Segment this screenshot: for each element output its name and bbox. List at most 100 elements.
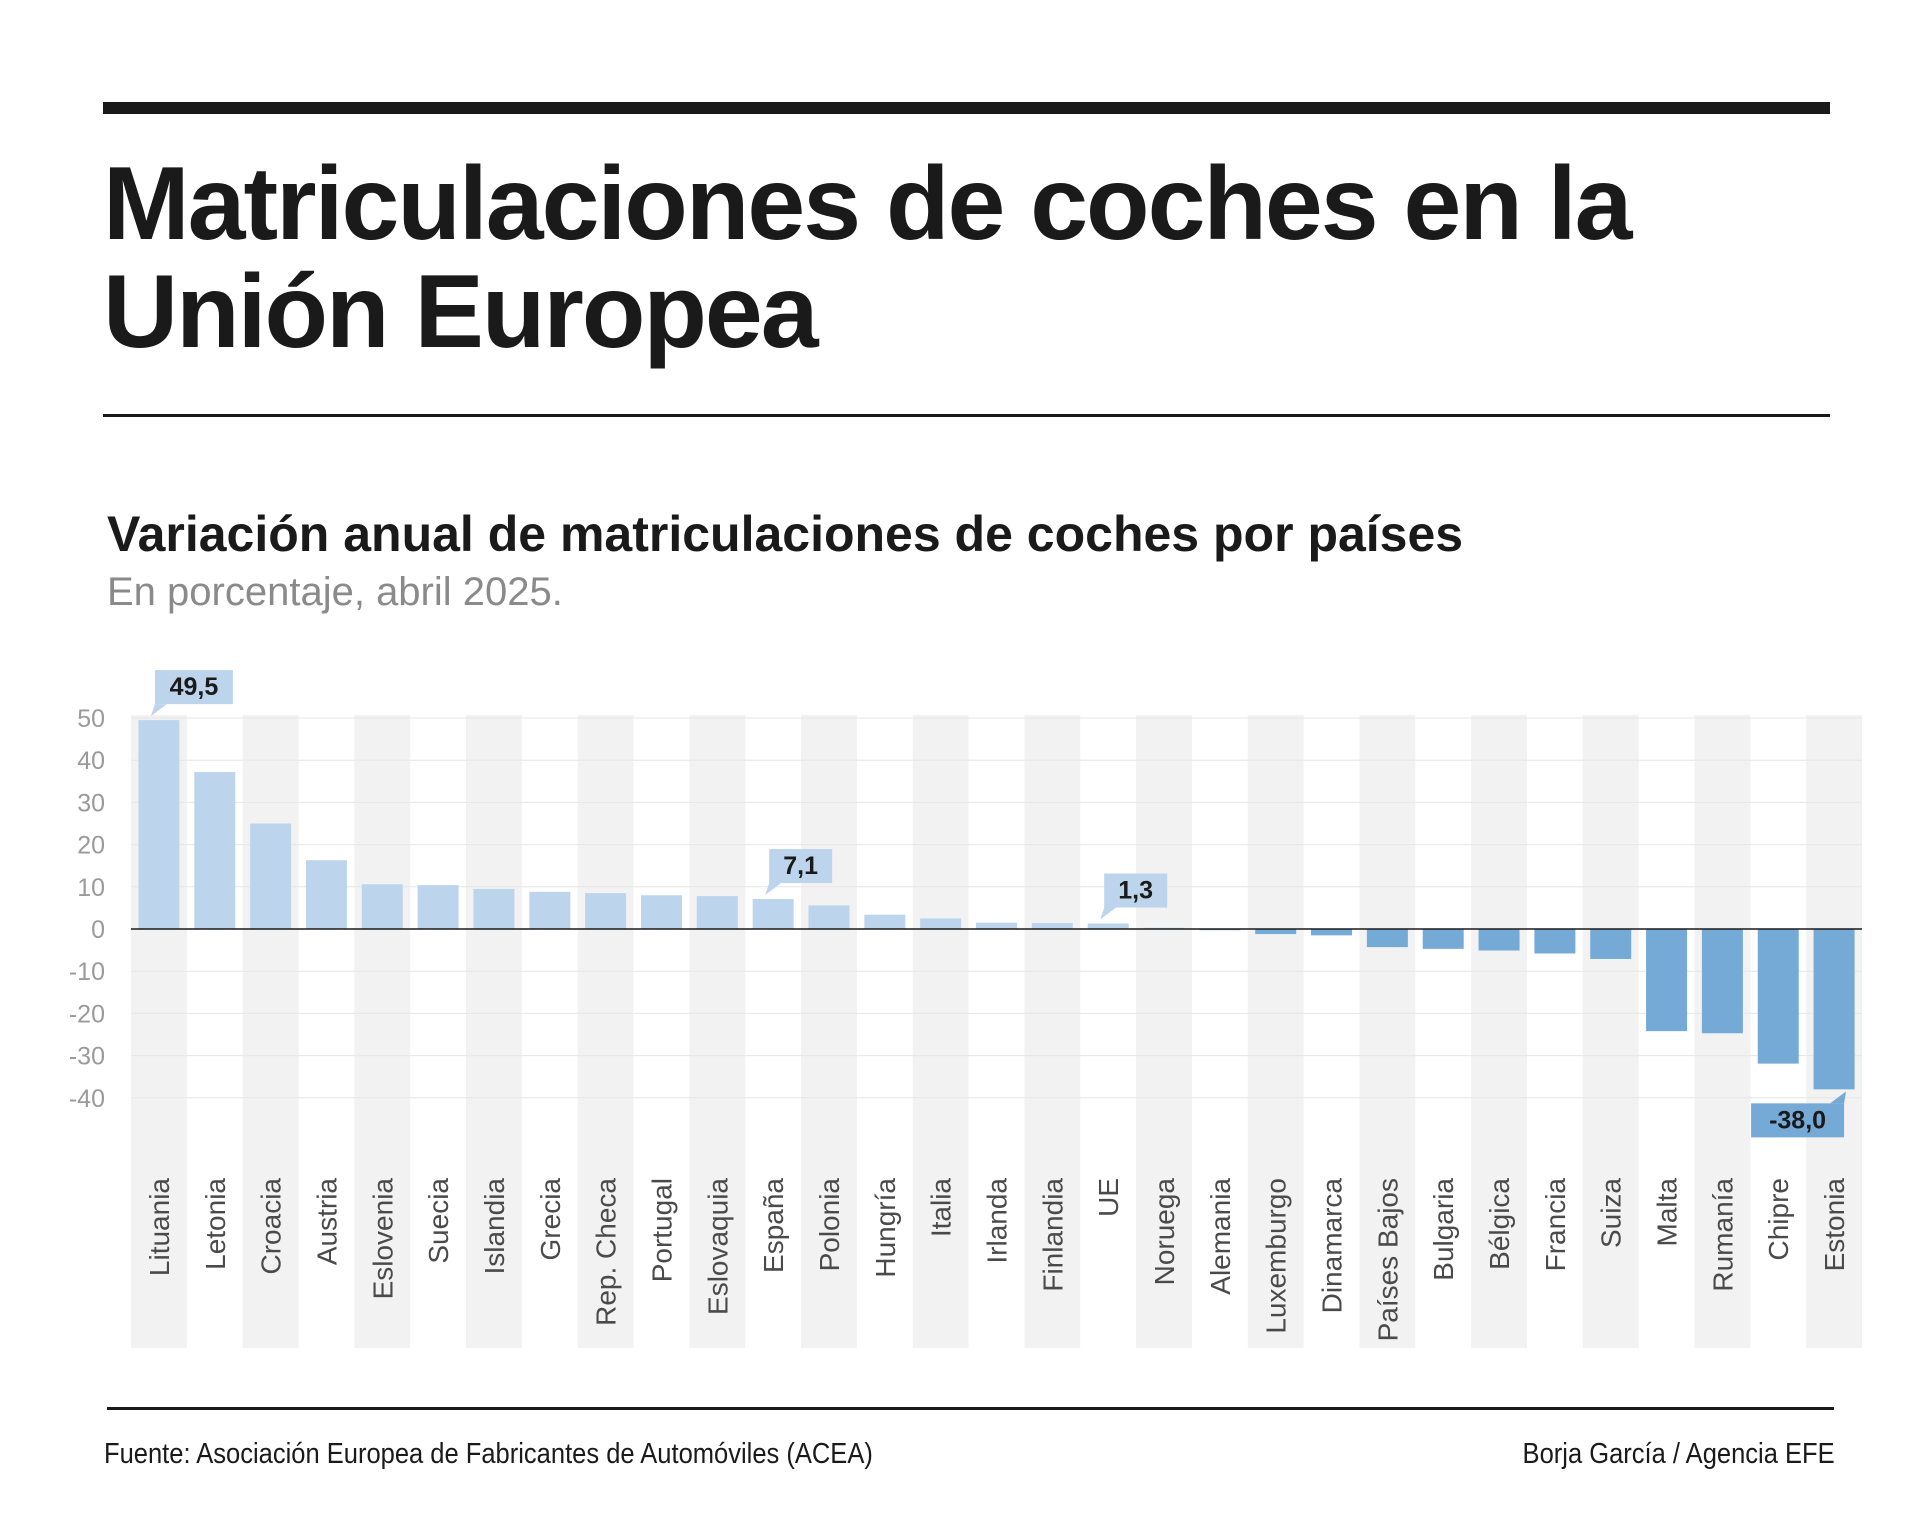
column-stripe [1471,715,1527,1348]
page-title: Matriculaciones de coches en la Unión Eu… [103,146,1633,370]
footer-rule [107,1407,1834,1410]
bar-suecia [417,885,459,929]
x-axis-label: Bélgica [1484,1178,1515,1270]
bar-islandia [473,888,515,929]
bar-países-bajos [1366,929,1408,948]
column-stripe [242,715,299,1348]
x-axis-label: Hungría [870,1178,901,1278]
x-axis-label: Lituania [144,1178,175,1277]
callout-ue: 1,3 [1100,873,1168,920]
bar-croacia [250,823,292,929]
value-callouts: 49,5 7,1 1,3 -38,0 [150,670,1847,1138]
y-tick-label: 0 [91,916,105,944]
x-axis-label: Noruega [1149,1178,1180,1286]
x-axis-label: Letonia [200,1178,231,1270]
x-axis-label: Países Bajos [1372,1178,1403,1341]
x-axis-labels: Lituania Letonia Croacia Austria Eslovenia Su… [144,1178,1850,1342]
column-stripe [1136,715,1192,1348]
y-tick-label: 20 [77,832,105,860]
x-axis-label: Islandia [479,1178,510,1275]
chart-title: Variación anual de matriculaciones de co… [107,506,1464,562]
callout-value-label: 7,1 [783,852,818,880]
x-axis-label: Suecia [423,1178,454,1264]
callout-pointer [1100,907,1117,920]
top-rule [103,102,1830,114]
y-tick-label: 50 [77,705,105,733]
x-axis-label: Rep. Checa [591,1178,622,1326]
bar-irlanda [976,922,1017,929]
x-axis-label: Italia [926,1178,957,1238]
callout-pointer [150,704,167,717]
y-tick-label: -30 [69,1043,105,1071]
x-axis-label: Chipre [1763,1178,1794,1260]
bar-portugal [640,895,682,929]
bar-estonia [1813,929,1855,1090]
bar-chipre [1757,929,1799,1064]
bar-hungría [864,914,906,929]
x-axis-label: Austria [311,1178,342,1266]
callout-box [769,849,833,884]
column-stripes [131,715,1862,1348]
bar-españa [752,899,794,929]
x-axis-label: Francia [1540,1178,1571,1272]
callout-box [154,670,233,705]
y-tick-label: -40 [69,1085,105,1113]
x-axis-label: Malta [1652,1178,1683,1247]
x-axis-label: Irlanda [982,1178,1013,1264]
callout-value-label: 49,5 [170,673,219,701]
bar-malta [1646,929,1688,1032]
x-axis-label: Eslovenia [367,1178,398,1300]
x-axis-label: Bulgaria [1428,1178,1459,1281]
callout-españa: 7,1 [765,849,833,896]
x-axis-label: Alemania [1205,1178,1236,1295]
bar-luxemburgo [1255,929,1297,935]
bar-eslovenia [361,884,403,929]
y-tick-label: -20 [69,1000,105,1028]
bars [138,720,1855,1090]
bar-polonia [808,905,850,929]
column-stripe [689,715,746,1348]
callout-lituania: 49,5 [150,670,233,717]
y-tick-label: -10 [69,958,105,986]
y-axis-ticks: 50 40 30 20 10 0 -10 -20 -30 -40 [69,705,105,1113]
x-axis-label: España [758,1178,789,1273]
x-axis-label: UE [1093,1178,1124,1217]
bar-grecia [529,891,571,929]
bar-italia [920,918,962,929]
x-axis-label: Polonia [814,1178,845,1272]
callout-box [1104,873,1168,908]
title-divider [103,414,1830,417]
x-axis-label: Suiza [1596,1178,1627,1248]
x-axis-label: Croacia [256,1178,287,1275]
bar-bélgica [1478,929,1520,951]
callout-value-label: 1,3 [1118,877,1153,905]
x-axis-label: Dinamarca [1317,1178,1348,1314]
callout-value-label: -38,0 [1769,1106,1826,1134]
author-credit: Borja García / Agencia EFE [1522,1438,1835,1470]
y-tick-label: 10 [77,874,105,902]
bar-francia [1534,929,1576,954]
callout-pointer [1830,1091,1847,1104]
x-axis-label: Grecia [535,1178,566,1261]
bar-dinamarca [1311,929,1353,936]
x-axis-label: Eslovaquia [702,1178,733,1315]
bar-lituania [138,720,180,929]
y-tick-label: 30 [77,789,105,817]
column-stripe [354,715,411,1348]
callout-box [1751,1103,1845,1138]
column-stripe [1359,715,1416,1348]
column-stripe [1247,715,1304,1348]
column-stripe [912,715,969,1348]
bar-rumanía [1701,929,1743,1034]
bar-suiza [1590,929,1632,959]
chart-subtitle: En porcentaje, abril 2025. [107,570,563,614]
column-stripe [466,715,522,1348]
y-tick-label: 40 [77,747,105,775]
column-stripe [577,715,634,1348]
callout-pointer [765,883,782,896]
bar-finlandia [1031,923,1073,929]
x-axis-label: Estonia [1819,1178,1850,1272]
x-axis-label: Luxemburgo [1261,1178,1292,1334]
column-stripe [1582,715,1639,1348]
bar-rep-checa [585,893,627,929]
